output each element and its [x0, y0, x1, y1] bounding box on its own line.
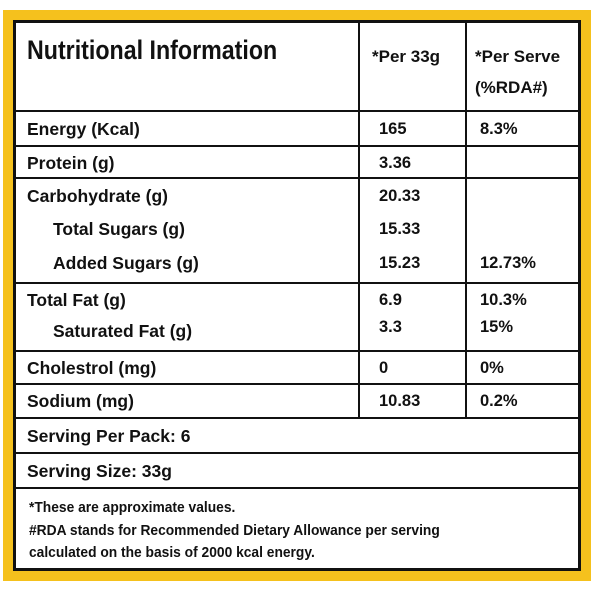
note-line: calculated on the basis of 2000 kcal ene…: [29, 544, 315, 561]
row-rda: 15%: [480, 318, 514, 336]
row-label: Total Fat (g): [27, 290, 126, 310]
notes-row: *These are approximate values. #RDA stan…: [16, 487, 578, 568]
table-row: Energy (Kcal) 165 8.3%: [16, 110, 578, 145]
row-label: Cholestrol (mg): [27, 358, 157, 378]
note-line: *These are approximate values.: [29, 499, 236, 516]
row-per33g: 6.9: [379, 291, 402, 309]
table-row: Protein (g) 3.36: [16, 145, 578, 177]
row-per33g: 3.3: [379, 318, 402, 336]
row-per33g: 3.36: [379, 154, 412, 172]
table-row-group: Carbohydrate (g) 20.33 Total Sugars (g) …: [16, 177, 578, 282]
column-divider: [358, 23, 360, 417]
row-label: Energy (Kcal): [27, 119, 140, 139]
row-label: Total Sugars (g): [53, 219, 185, 239]
table-row: Sodium (mg) 10.83 0.2%: [16, 383, 578, 417]
serving-size: Serving Size: 33g: [27, 461, 172, 481]
table-row-group: Total Fat (g) 6.9 10.3% Saturated Fat (g…: [16, 282, 578, 350]
header-row: Nutritional Information *Per 33g *Per Se…: [16, 23, 578, 110]
row-label: Saturated Fat (g): [53, 321, 193, 341]
row-rda: 0%: [480, 359, 504, 377]
row-per33g: 10.83: [379, 392, 421, 410]
table-title: Nutritional Information: [27, 35, 278, 65]
header-per-serve: *Per Serve: [475, 47, 561, 66]
row-label: Added Sugars (g): [53, 253, 199, 273]
row-label: Sodium (mg): [27, 391, 134, 411]
note-line: #RDA stands for Recommended Dietary Allo…: [29, 522, 440, 539]
row-label: Protein (g): [27, 153, 115, 173]
nutrition-table: Nutritional Information *Per 33g *Per Se…: [13, 20, 581, 571]
row-per33g: 0: [379, 359, 389, 377]
row-rda: 12.73%: [480, 254, 536, 272]
row-per33g: 15.33: [379, 220, 421, 238]
row-label: Carbohydrate (g): [27, 186, 168, 206]
header-rda: (%RDA#): [475, 78, 548, 97]
row-per33g: 20.33: [379, 187, 421, 205]
row-rda: 10.3%: [480, 291, 527, 309]
row-per33g: 165: [379, 120, 407, 138]
serving-per-pack-row: Serving Per Pack: 6: [16, 417, 578, 452]
row-rda: 0.2%: [480, 392, 518, 410]
serving-per-pack: Serving Per Pack: 6: [27, 426, 191, 446]
row-per33g: 15.23: [379, 254, 421, 272]
serving-size-row: Serving Size: 33g: [16, 452, 578, 487]
column-divider: [465, 23, 467, 417]
header-per-33g: *Per 33g: [372, 47, 441, 66]
row-rda: 8.3%: [480, 120, 518, 138]
table-row: Cholestrol (mg) 0 0%: [16, 350, 578, 383]
